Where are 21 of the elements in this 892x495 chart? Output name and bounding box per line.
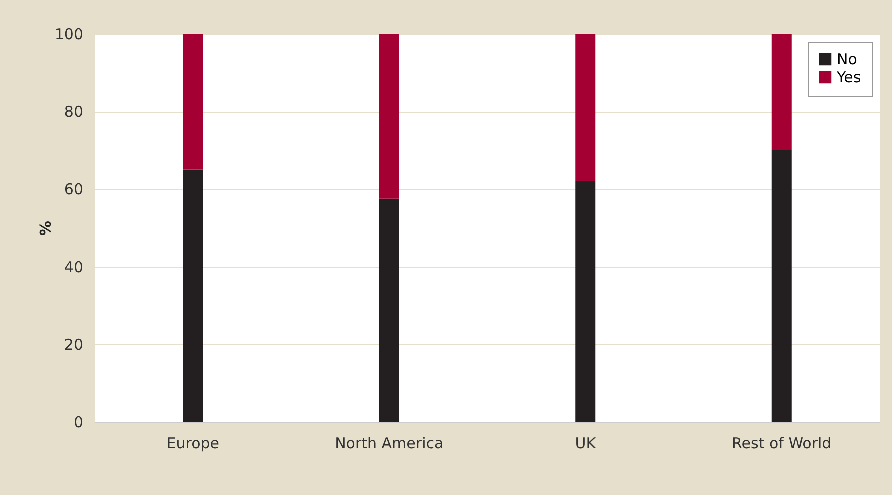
y-tick-label: 100 (54, 26, 84, 44)
legend-label: No (837, 50, 858, 68)
x-tick-label: Europe (166, 434, 220, 452)
y-tick-label: 60 (64, 180, 84, 199)
x-tick-label: Rest of World (732, 434, 832, 452)
bar (183, 170, 204, 422)
bar (772, 34, 792, 150)
bar (379, 198, 400, 422)
bar (576, 181, 596, 422)
y-tick-label: 20 (64, 336, 84, 354)
bar (772, 150, 792, 422)
y-axis-title: % (36, 220, 54, 236)
legend-label: Yes (836, 68, 862, 86)
y-tick-label: 40 (64, 258, 84, 276)
x-tick-label: UK (575, 434, 598, 452)
bar (183, 34, 204, 170)
bar (379, 34, 400, 199)
x-tick-label: North America (335, 434, 444, 452)
bar (576, 34, 596, 182)
y-tick-label: 0 (74, 414, 84, 432)
y-tick-label: 80 (64, 103, 84, 122)
